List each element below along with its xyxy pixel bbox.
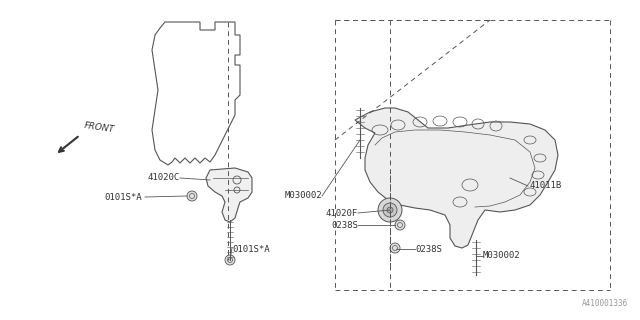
- Text: FRONT: FRONT: [83, 121, 115, 135]
- Polygon shape: [206, 168, 252, 222]
- Circle shape: [378, 198, 402, 222]
- Text: 41020C: 41020C: [148, 173, 180, 182]
- Text: 0238S: 0238S: [331, 220, 358, 229]
- Text: A410001336: A410001336: [582, 299, 628, 308]
- Circle shape: [387, 207, 393, 213]
- Text: 41011B: 41011B: [530, 181, 563, 190]
- Polygon shape: [355, 108, 558, 248]
- Circle shape: [225, 255, 235, 265]
- Text: M030002: M030002: [483, 252, 520, 260]
- Text: 41020F: 41020F: [326, 209, 358, 218]
- Text: M030002: M030002: [284, 191, 322, 201]
- Text: 0101S*A: 0101S*A: [232, 245, 269, 254]
- Circle shape: [383, 203, 397, 217]
- Text: 0238S: 0238S: [415, 244, 442, 253]
- Circle shape: [395, 220, 405, 230]
- Circle shape: [187, 191, 197, 201]
- Circle shape: [390, 243, 400, 253]
- Text: 0101S*A: 0101S*A: [104, 193, 142, 202]
